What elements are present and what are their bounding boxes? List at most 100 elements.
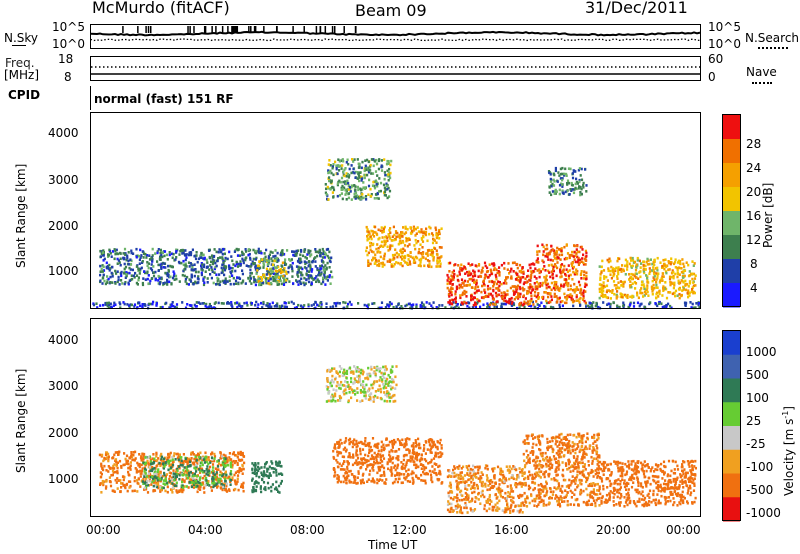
power-cell (495, 277, 498, 281)
power-cell (125, 258, 128, 262)
velocity-cell (187, 486, 190, 489)
power-cell (314, 260, 317, 263)
power-cell (414, 261, 417, 264)
power-cell (241, 305, 244, 308)
power-cell (172, 274, 176, 278)
power-cell (141, 283, 145, 287)
power-cell (544, 291, 547, 294)
velocity-cell (189, 463, 192, 467)
power-cell (346, 179, 349, 183)
power-cell (320, 267, 323, 270)
power-cell (383, 257, 386, 261)
power-cell (463, 284, 466, 287)
power-cell (527, 286, 530, 289)
power-cell (550, 288, 553, 292)
velocity-cell (391, 481, 395, 485)
power-cell (622, 282, 625, 285)
velocity-cell (215, 482, 218, 486)
velocity-cell (124, 457, 127, 461)
velocity-cell (116, 466, 119, 470)
power-cell (537, 292, 540, 295)
power-cell (518, 285, 521, 289)
power-cell (615, 297, 618, 300)
velocity-cell (210, 452, 213, 456)
power-cell (571, 261, 574, 265)
power-cell (656, 269, 659, 272)
power-cell (477, 275, 480, 278)
velocity-cell (183, 459, 186, 463)
velocity-cell (352, 440, 355, 443)
power-cell (549, 305, 553, 309)
power-cell (549, 173, 552, 176)
power-cell (658, 292, 661, 296)
power-cell (375, 247, 378, 251)
power-cell (401, 264, 404, 268)
power-cell (488, 274, 491, 277)
power-cell (234, 269, 237, 273)
velocity-cell (171, 491, 174, 494)
power-cell (480, 269, 483, 272)
velocity-cell (194, 455, 197, 459)
velocity-cell (259, 487, 262, 490)
power-cell (475, 283, 478, 286)
velocity-cell (176, 472, 179, 476)
velocity-cell (393, 474, 397, 477)
power-cell (382, 245, 385, 248)
power-cell (619, 280, 622, 283)
velocity-cell (128, 466, 131, 470)
power-cell (601, 259, 604, 263)
power-cell (546, 255, 549, 259)
power-cell (558, 248, 561, 251)
power-cell (262, 266, 265, 269)
power-cell (577, 256, 580, 260)
power-cell (576, 270, 579, 273)
velocity-cell (332, 398, 335, 401)
power-cell (284, 301, 287, 305)
power-cell (440, 255, 443, 258)
power-cell (337, 180, 340, 184)
velocity-cell (351, 445, 354, 449)
power-cell (161, 305, 164, 309)
velocity-cell (166, 485, 169, 489)
velocity-cell (129, 461, 132, 464)
velocity-cell (346, 381, 349, 384)
power-cell (560, 172, 563, 176)
power-cell (336, 194, 339, 198)
velocity-cell (382, 457, 386, 460)
velocity-cell (105, 456, 109, 459)
power-cell (260, 279, 263, 282)
power-cell (339, 164, 342, 168)
power-cell (245, 301, 248, 305)
power-cell (195, 251, 198, 254)
power-cell (609, 290, 612, 293)
power-cell (419, 264, 422, 268)
power-cell (341, 184, 344, 188)
power-cell (239, 260, 242, 263)
power-cell (635, 276, 638, 279)
velocity-cell (185, 477, 188, 480)
velocity-cell (162, 486, 165, 490)
power-cell (325, 306, 328, 309)
power-cell (191, 264, 194, 268)
velocity-cell (198, 455, 201, 459)
velocity-cell (326, 377, 329, 380)
power-cell (438, 246, 441, 249)
power-cell (236, 254, 240, 257)
power-cell (488, 263, 491, 266)
power-cell (254, 249, 257, 253)
power-cell (353, 192, 356, 196)
velocity-cell (160, 488, 163, 491)
power-cell (267, 277, 270, 280)
power-cell (257, 280, 260, 283)
velocity-cell (387, 373, 390, 377)
power-cell (672, 276, 675, 280)
power-cell (259, 250, 262, 253)
power-cell (329, 164, 332, 167)
power-cell (642, 283, 645, 286)
velocity-cell (229, 483, 232, 486)
power-cell (492, 268, 496, 272)
power-cell (460, 268, 463, 272)
power-cell (166, 258, 169, 261)
power-cell (343, 186, 346, 190)
velocity-cell (186, 476, 189, 480)
